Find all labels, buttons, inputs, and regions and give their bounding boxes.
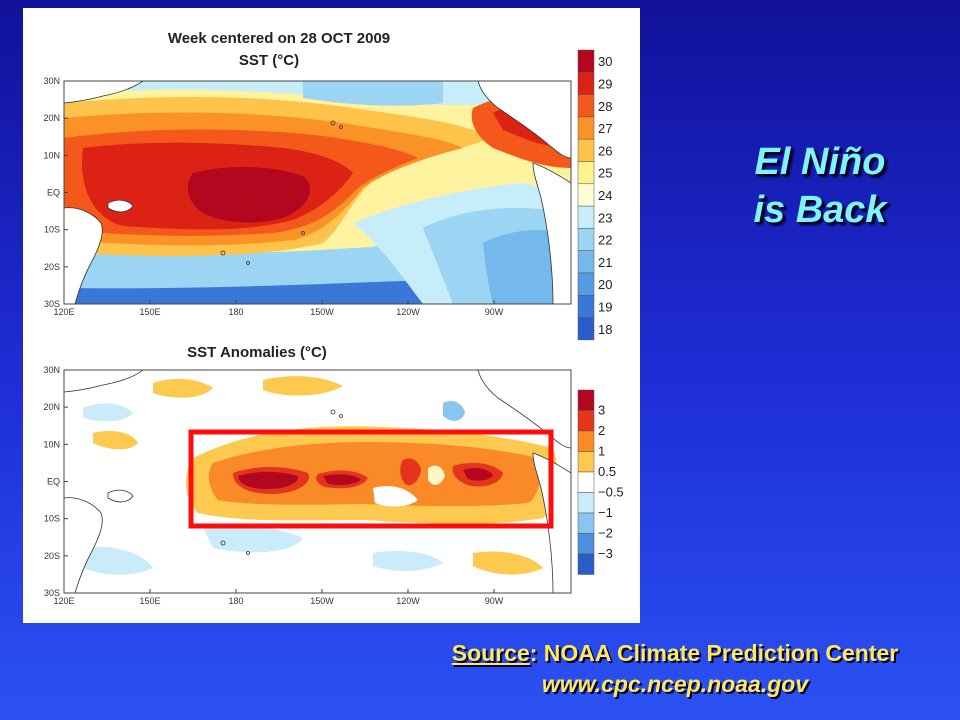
anomaly-colorbar-label: 1 [598, 444, 605, 459]
anomaly-colorbar-swatch [577, 492, 595, 514]
sst-colorbar-swatch [577, 317, 595, 341]
anomaly-colorbar-swatch [577, 553, 595, 575]
anomaly-colorbar-label: −0.5 [598, 485, 624, 500]
sst-colorbar-swatch [577, 272, 595, 296]
lat-tick-label: 20N [43, 402, 60, 412]
lon-tick-label: 150W [310, 307, 334, 317]
lon-tick-label: 150E [139, 307, 160, 317]
sst-colorbar-label: 22 [598, 233, 612, 248]
anomaly-colorbar-swatch [577, 451, 595, 473]
lat-tick-label: 10S [44, 514, 60, 524]
sst-maps-svg: Week centered on 28 OCT 2009 SST (°C) [43, 30, 624, 606]
anomaly-colorbar-swatch [577, 410, 595, 432]
sst-colorbar-label: 26 [598, 143, 612, 158]
sst-colorbar-swatch [577, 49, 595, 73]
source-label: Source [451, 640, 530, 666]
sst-colorbar-label: 23 [598, 210, 612, 225]
sst-colorbar-label: 27 [598, 121, 612, 136]
sst-colorbar-label: 21 [598, 255, 612, 270]
source-url: www.cpc.ncep.noaa.gov [541, 671, 809, 697]
lat-tick-label: 20N [43, 113, 60, 123]
sst-colorbar-label: 29 [598, 76, 612, 91]
sst-colorbar-swatch [577, 161, 595, 185]
sst-lon-axis: 120E 150E 180 150W 120W 90W [53, 300, 504, 317]
lat-tick-label: 30S [44, 588, 60, 598]
sst-colorbar-swatch [577, 228, 595, 251]
sst-colorbar-label: 25 [598, 166, 612, 181]
sst-colorbar-swatch [577, 94, 595, 118]
sst-colorbar-label: 18 [598, 322, 612, 337]
anomaly-colorbar-label: 0.5 [598, 464, 616, 479]
anomaly-colorbar-label: 3 [598, 403, 605, 418]
sst-colorbar-label: 28 [598, 99, 612, 114]
anomaly-colorbar-label: −2 [598, 526, 613, 541]
anomaly-colorbar-swatch [577, 389, 595, 411]
lat-tick-label: 30S [44, 299, 60, 309]
anomaly-colorbar-label: −3 [598, 546, 613, 561]
sst-colorbar-label: 19 [598, 299, 612, 314]
lat-tick-label: 30N [43, 365, 60, 375]
sst-lat-axis: 30N 20N 10N EQ 10S 20S 30S [43, 76, 68, 309]
slide-title-line2: is Back [753, 189, 887, 231]
lon-tick-label: 150W [310, 596, 334, 606]
sst-colorbar-swatch [577, 295, 595, 318]
noaa-sst-figure: Week centered on 28 OCT 2009 SST (°C) [23, 8, 640, 623]
sst-colorbar-swatch [577, 205, 595, 229]
sst-colorbar: 30 29 28 27 26 25 24 23 22 21 20 19 18 [577, 49, 612, 341]
lon-tick-label: 150E [139, 596, 160, 606]
sst-colorbar-swatch [577, 183, 595, 207]
lon-tick-label: 180 [228, 307, 243, 317]
lat-tick-label: 10N [43, 150, 60, 160]
sst-colorbar-swatch [577, 72, 595, 95]
lon-tick-label: 180 [228, 596, 243, 606]
lat-tick-label: 30N [43, 76, 60, 86]
anomaly-colorbar-swatch [577, 512, 595, 534]
lat-tick-label: 20S [44, 551, 60, 561]
sst-field [64, 81, 571, 304]
lat-tick-label: 20S [44, 262, 60, 272]
anomaly-lon-axis: 120E 150E 180 150W 120W 90W [53, 589, 504, 606]
lon-tick-label: 90W [485, 596, 504, 606]
anomaly-colorbar-label: −1 [598, 505, 613, 520]
lon-tick-label: 90W [485, 307, 504, 317]
lat-tick-label: 10S [44, 225, 60, 235]
sst-colorbar-swatch [577, 138, 595, 162]
lon-tick-label: 120W [396, 596, 420, 606]
sst-colorbar-label: 30 [598, 54, 612, 69]
slide-title: El Niño is Back [700, 138, 940, 234]
anomaly-colorbar-label: 2 [598, 423, 605, 438]
anomaly-title: SST Anomalies (°C) [187, 344, 327, 361]
lat-tick-label: EQ [47, 477, 60, 487]
lat-tick-label: 10N [43, 439, 60, 449]
sst-colorbar-label: 20 [598, 277, 612, 292]
sst-title-line1: Week centered on 28 OCT 2009 [168, 30, 390, 47]
anomaly-colorbar-swatch [577, 430, 595, 452]
lon-tick-label: 120E [53, 307, 74, 317]
lon-tick-label: 120W [396, 307, 420, 317]
source-line: Source: NOAA Climate Prediction Center [380, 638, 960, 669]
source-credit: Source: NOAA Climate Prediction Center w… [380, 638, 960, 700]
sst-colorbar-swatch [577, 250, 595, 274]
anomaly-lat-axis: 30N 20N 10N EQ 10S 20S 30S [43, 365, 68, 598]
anomaly-colorbar-swatch [577, 471, 595, 493]
source-text: : NOAA Climate Prediction Center [529, 640, 899, 666]
anomaly-field [64, 370, 571, 593]
anomaly-colorbar-swatch [577, 533, 595, 555]
sst-title-line2: SST (°C) [239, 52, 299, 69]
nino-region-highlight-box [188, 429, 554, 529]
slide-title-line1: El Niño [754, 141, 886, 183]
sst-colorbar-swatch [577, 116, 595, 140]
lon-tick-label: 120E [53, 596, 74, 606]
lat-tick-label: EQ [47, 188, 60, 198]
anomaly-colorbar: 3 2 1 0.5 −0.5 −1 −2 −3 [577, 389, 624, 575]
sst-colorbar-label: 24 [598, 188, 612, 203]
